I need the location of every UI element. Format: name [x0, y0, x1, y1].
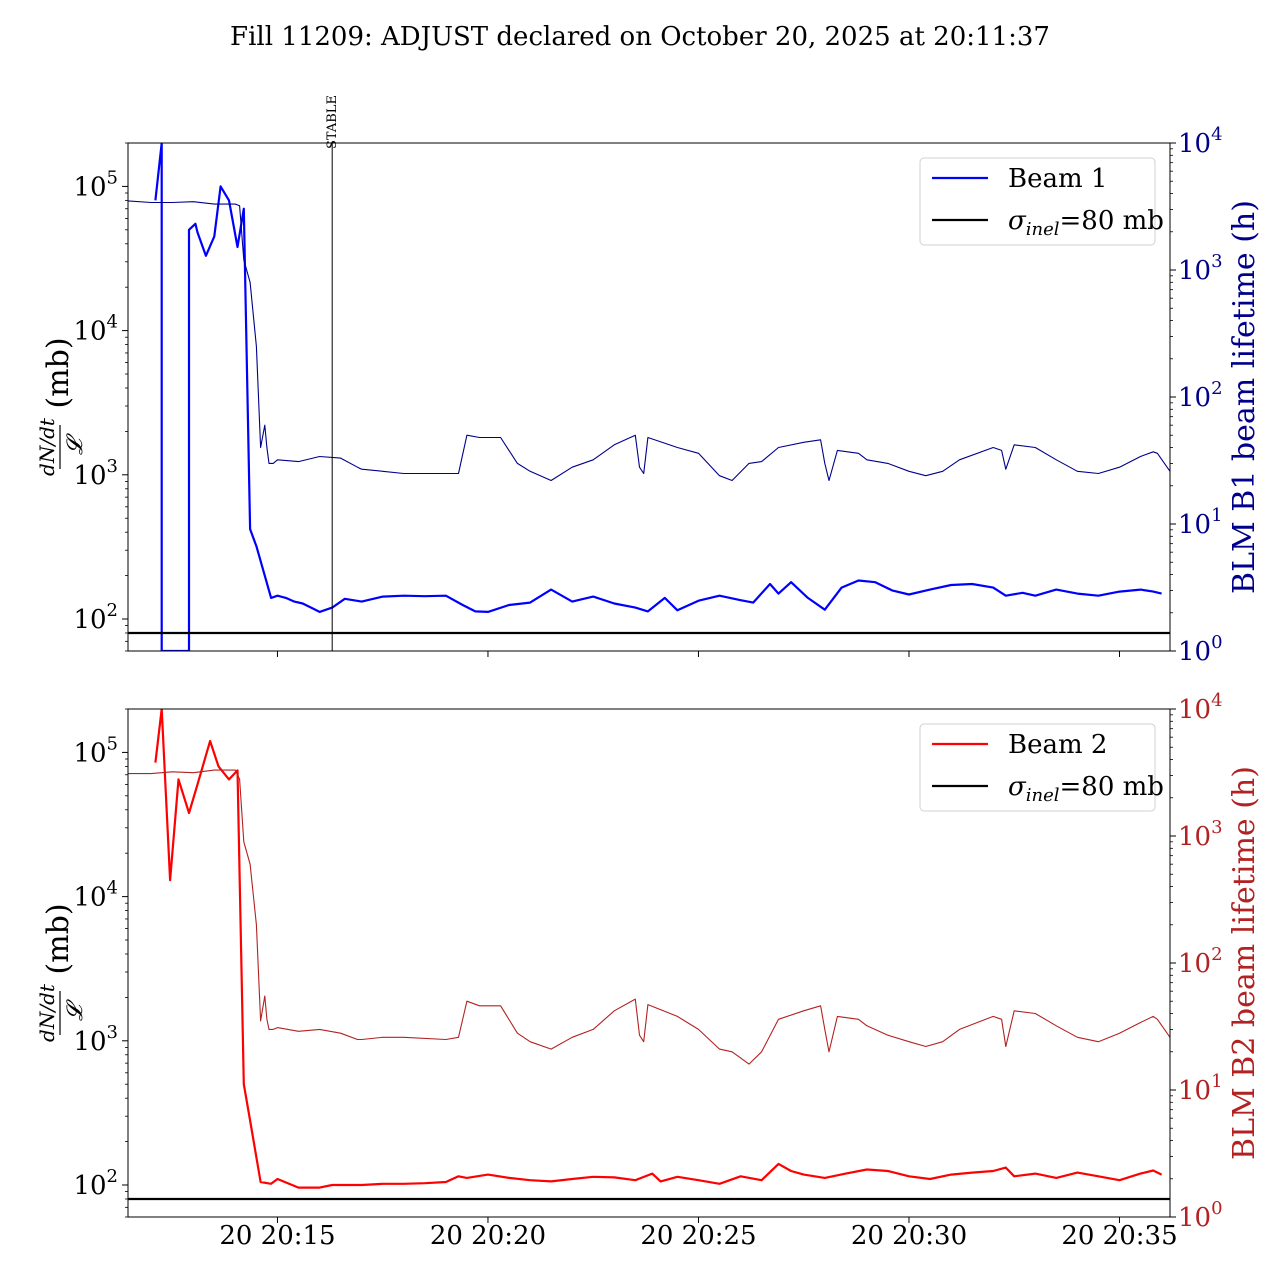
- left-tick-base: 10: [73, 1027, 106, 1057]
- x-tick-label: 20 20:15: [219, 1221, 335, 1251]
- chart-title: Fill 11209: ADJUST declared on October 2…: [230, 22, 1050, 52]
- left-tick-base: 10: [73, 317, 106, 347]
- right-tick-label: 101: [1178, 1071, 1223, 1106]
- right-tick-base: 10: [1178, 256, 1211, 286]
- x-tick-label: 20 20:30: [851, 1221, 967, 1251]
- left-tick-label: 105: [73, 167, 118, 202]
- left-axis-label-unit: (mb): [41, 903, 76, 974]
- legend-subscript: inel: [1026, 785, 1060, 806]
- right-tick-exponent: 2: [1211, 378, 1222, 399]
- right-tick-exponent: 2: [1211, 944, 1222, 965]
- right-tick-base: 10: [1178, 949, 1211, 979]
- series-line-beam-2-blm-lifetime: [128, 769, 1170, 1065]
- x-tick-label: 20 20:20: [430, 1221, 546, 1251]
- right-tick-base: 10: [1178, 695, 1211, 725]
- right-tick-exponent: 1: [1211, 505, 1222, 526]
- legend: Beam 1 σinel=80 mb: [919, 157, 1164, 246]
- right-tick-base: 10: [1178, 1203, 1211, 1233]
- left-tick-label: 102: [73, 1166, 118, 1201]
- right-tick-base: 10: [1178, 129, 1211, 159]
- right-tick-label: 100: [1178, 1198, 1223, 1233]
- right-tick-label: 102: [1178, 378, 1223, 413]
- right-axis-label: BLM B2 beam lifetime (h): [1227, 766, 1262, 1160]
- left-tick-exponent: 4: [107, 312, 118, 333]
- x-tick-label: 20 20:25: [640, 1221, 756, 1251]
- legend-label: σinel=80 mb: [1008, 772, 1164, 806]
- right-tick-base: 10: [1178, 1076, 1211, 1106]
- left-tick-exponent: 3: [107, 456, 118, 477]
- series-line-beam-1-blm-lifetime: [128, 200, 1170, 482]
- left-axis-label-numerator: dN/dt: [35, 983, 59, 1042]
- right-tick-exponent: 3: [1211, 817, 1222, 838]
- right-tick-exponent: 3: [1211, 251, 1222, 272]
- right-tick-base: 10: [1178, 637, 1211, 667]
- right-tick-label: 100: [1178, 632, 1223, 667]
- right-tick-exponent: 0: [1211, 1198, 1222, 1219]
- right-tick-label: 102: [1178, 944, 1223, 979]
- x-tick-label: 20 20:35: [1061, 1221, 1177, 1251]
- right-tick-label: 104: [1178, 690, 1223, 725]
- legend-label: Beam 2: [1008, 730, 1107, 760]
- right-tick-label: 103: [1178, 817, 1223, 852]
- right-tick-base: 10: [1178, 383, 1211, 413]
- legend-box: [919, 723, 1156, 812]
- left-tick-base: 10: [73, 172, 106, 202]
- left-tick-label: 104: [73, 312, 118, 347]
- right-tick-label: 104: [1178, 124, 1223, 159]
- left-tick-label: 104: [73, 878, 118, 913]
- left-tick-label: 105: [73, 733, 118, 768]
- left-axis-label-unit: (mb): [41, 337, 76, 408]
- left-tick-base: 10: [73, 605, 106, 635]
- right-tick-exponent: 0: [1211, 632, 1222, 653]
- legend-symbol: σ: [1008, 772, 1027, 802]
- legend-rest: =80 mb: [1060, 772, 1164, 802]
- right-tick-base: 10: [1178, 822, 1211, 852]
- left-tick-exponent: 2: [107, 1166, 118, 1187]
- right-tick-label: 103: [1178, 251, 1223, 286]
- left-axis-label: dN/dt 𝓛 (mb): [35, 903, 88, 1041]
- legend-label: σinel=80 mb: [1008, 206, 1164, 240]
- series-line-beam-2: [154, 709, 1163, 1189]
- left-tick-base: 10: [73, 1171, 106, 1201]
- left-tick-label: 103: [73, 456, 118, 491]
- legend-label: Beam 1: [1008, 164, 1107, 194]
- right-axis-label: BLM B1 beam lifetime (h): [1227, 200, 1262, 594]
- right-tick-exponent: 4: [1211, 124, 1222, 145]
- left-axis-label: dN/dt 𝓛 (mb): [35, 337, 88, 475]
- legend-rest: =80 mb: [1060, 206, 1164, 236]
- right-tick-exponent: 1: [1211, 1071, 1222, 1092]
- left-tick-label: 102: [73, 600, 118, 635]
- left-axis-label-numerator: dN/dt: [35, 417, 59, 476]
- legend-subscript: inel: [1026, 219, 1060, 240]
- left-tick-exponent: 3: [107, 1022, 118, 1043]
- right-tick-label: 101: [1178, 505, 1223, 540]
- left-axis-label-denominator: 𝓛: [63, 999, 88, 1021]
- left-tick-exponent: 4: [107, 878, 118, 899]
- legend: Beam 2 σinel=80 mb: [919, 723, 1164, 812]
- stable-marker-label: STABLE: [325, 95, 340, 149]
- left-tick-label: 103: [73, 1022, 118, 1057]
- left-tick-exponent: 2: [107, 600, 118, 621]
- right-tick-exponent: 4: [1211, 690, 1222, 711]
- left-tick-exponent: 5: [107, 167, 118, 188]
- legend-symbol: σ: [1008, 206, 1027, 236]
- left-tick-base: 10: [73, 883, 106, 913]
- left-tick-base: 10: [73, 738, 106, 768]
- left-tick-base: 10: [73, 461, 106, 491]
- legend-box: [919, 157, 1156, 246]
- right-tick-base: 10: [1178, 510, 1211, 540]
- series-line-beam-1: [154, 143, 1162, 651]
- left-axis-label-denominator: 𝓛: [63, 433, 88, 455]
- left-tick-exponent: 5: [107, 733, 118, 754]
